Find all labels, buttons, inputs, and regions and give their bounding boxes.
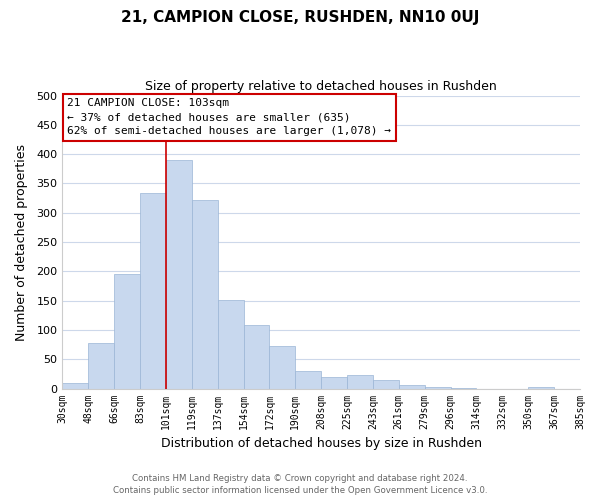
- Bar: [269, 346, 295, 389]
- Bar: [140, 194, 166, 388]
- Bar: [88, 343, 114, 388]
- Bar: [166, 160, 192, 388]
- Text: 21, CAMPION CLOSE, RUSHDEN, NN10 0UJ: 21, CAMPION CLOSE, RUSHDEN, NN10 0UJ: [121, 10, 479, 25]
- Bar: [321, 377, 347, 388]
- Bar: [114, 274, 140, 388]
- Bar: [347, 375, 373, 388]
- Bar: [373, 380, 399, 388]
- Bar: [295, 371, 321, 388]
- Bar: [244, 326, 269, 388]
- Text: 21 CAMPION CLOSE: 103sqm
← 37% of detached houses are smaller (635)
62% of semi-: 21 CAMPION CLOSE: 103sqm ← 37% of detach…: [67, 98, 391, 136]
- Bar: [528, 387, 554, 388]
- Bar: [62, 382, 88, 388]
- X-axis label: Distribution of detached houses by size in Rushden: Distribution of detached houses by size …: [161, 437, 482, 450]
- Bar: [425, 387, 451, 388]
- Bar: [192, 200, 218, 388]
- Text: Contains HM Land Registry data © Crown copyright and database right 2024.
Contai: Contains HM Land Registry data © Crown c…: [113, 474, 487, 495]
- Bar: [218, 300, 244, 388]
- Title: Size of property relative to detached houses in Rushden: Size of property relative to detached ho…: [145, 80, 497, 93]
- Bar: [399, 385, 425, 388]
- Y-axis label: Number of detached properties: Number of detached properties: [15, 144, 28, 340]
